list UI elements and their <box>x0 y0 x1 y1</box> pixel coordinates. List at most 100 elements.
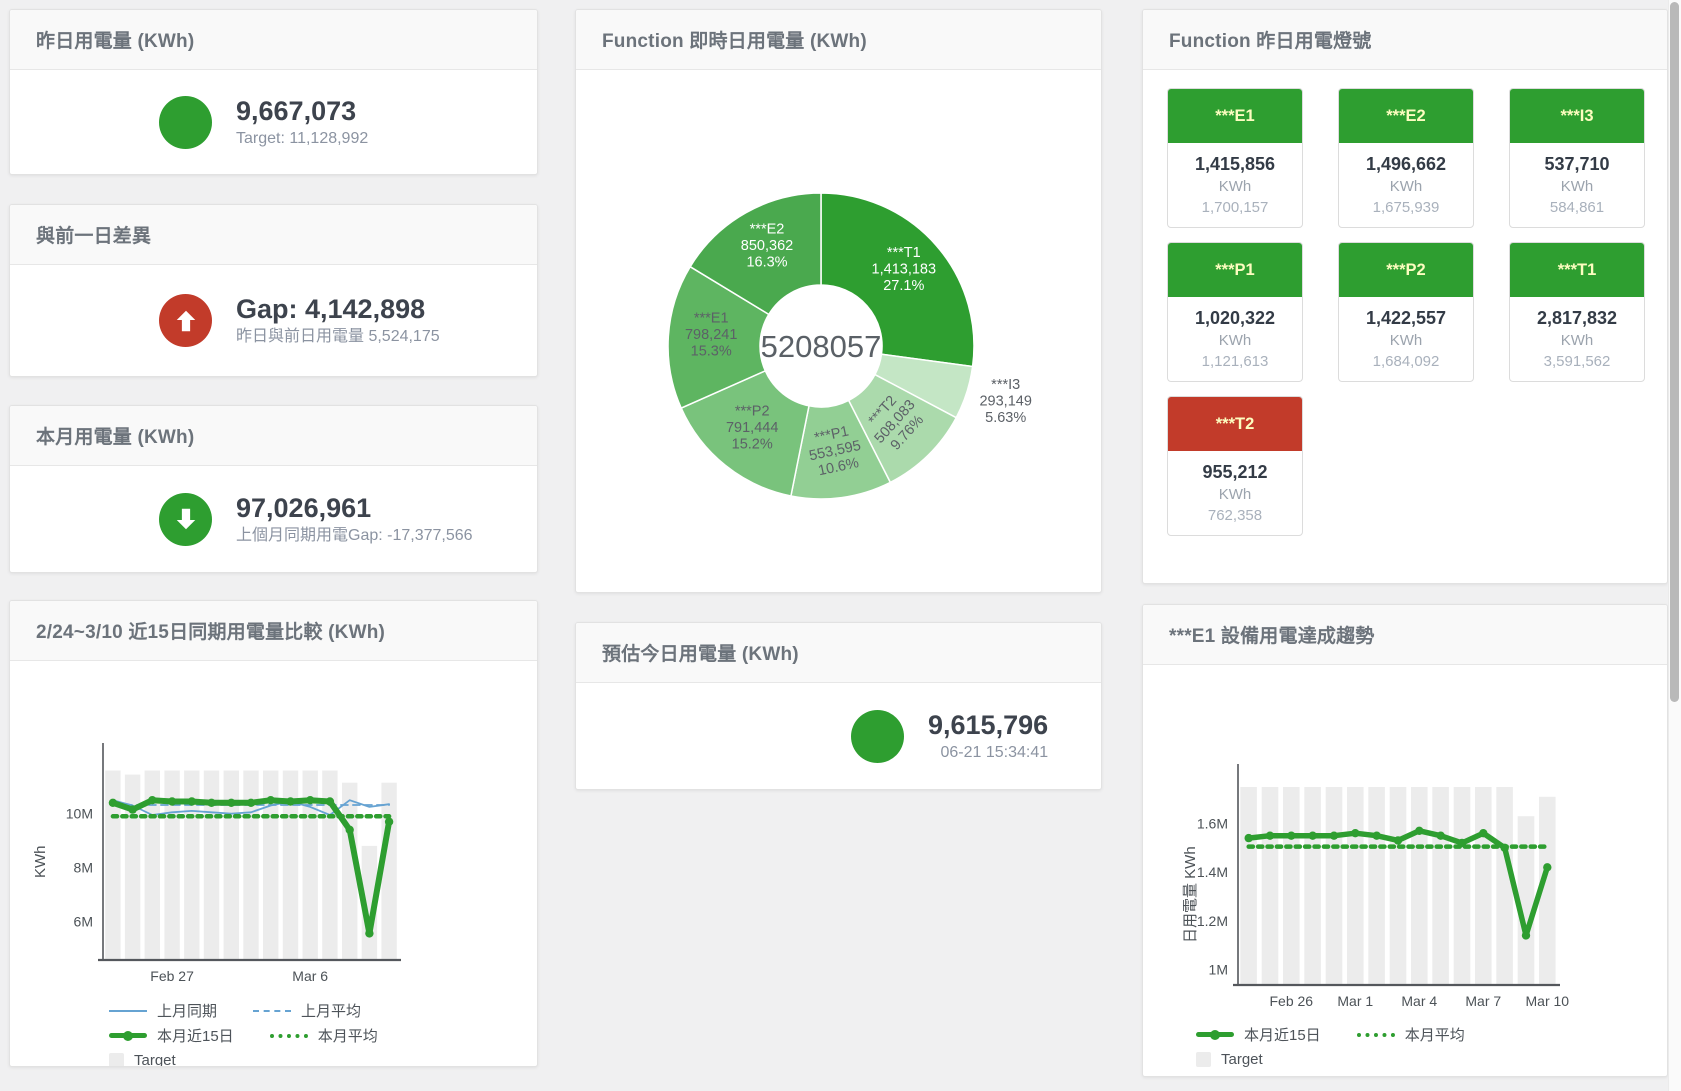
donut-segment-P2[interactable] <box>680 369 810 497</box>
scrollbar-track[interactable] <box>1668 0 1681 1091</box>
x-tick-label: Mar 1 <box>1337 993 1373 1009</box>
light-tile: ***E2 1,496,662 KWh 1,675,939 <box>1338 88 1474 228</box>
light-tile: ***T1 2,817,832 KWh 3,591,562 <box>1509 242 1645 382</box>
scrollbar-thumb[interactable] <box>1670 2 1679 702</box>
x-tick-label: Mar 10 <box>1526 993 1570 1009</box>
legend-item[interactable]: 上月同期 <box>109 1000 217 1021</box>
tile-status-header: ***E2 <box>1339 89 1473 143</box>
donut-segment-label: ***T1 1,413,183 27.1% <box>872 245 937 294</box>
target-bar <box>1475 787 1492 984</box>
light-tile: ***I3 537,710 KWh 584,861 <box>1509 88 1645 228</box>
tile-value: 1,496,662 <box>1365 154 1447 174</box>
panel-header: 昨日用電量 (KWh) <box>10 10 537 70</box>
arrow-down-icon <box>176 508 195 530</box>
series-marker <box>325 797 335 806</box>
panel-title[interactable]: 預估今日用電量 (KWh) <box>602 644 799 665</box>
tile-status-header: ***P1 <box>1168 243 1302 297</box>
legend-label: 本月近15日 <box>157 1028 234 1045</box>
panel-title[interactable]: Function 昨日用電燈號 <box>1169 31 1372 52</box>
legend-item[interactable]: Target <box>1196 1051 1263 1068</box>
light-tile: ***P1 1,020,322 KWh 1,121,613 <box>1167 242 1303 382</box>
legend-row: 本月近15日 本月平均 <box>109 1023 537 1048</box>
legend-label: 上月同期 <box>157 1003 218 1020</box>
panel-function-realtime-donut: Function 即時日用電量 (KWh) ***T1 1,413,183 27.1… <box>575 9 1102 593</box>
donut-segment-E1[interactable] <box>667 265 770 410</box>
stat-text: 9,667,073 Target: 11,128,992 <box>236 95 368 150</box>
stat-subtitle: 06-21 15:34:41 <box>940 743 1049 761</box>
series-marker <box>227 798 236 807</box>
target-bar <box>1283 787 1300 984</box>
panel-title[interactable]: 昨日用電量 (KWh) <box>36 31 195 52</box>
panel-month-usage: 本月用電量 (KWh) 97,026,961 上個月同期用電Gap: -17,3… <box>9 405 538 573</box>
legend-item[interactable]: 本月平均 <box>1356 1024 1465 1045</box>
panel-day-gap: 與前一日差異 Gap: 4,142,898 昨日與前日用電量 5,524,175 <box>9 204 538 377</box>
panel-estimate-today: 預估今日用電量 (KWh) 9,615,796 06-21 15:34:41 <box>575 622 1102 790</box>
light-tile: ***E1 1,415,856 KWh 1,700,157 <box>1167 88 1303 228</box>
stat-value: 9,615,796 <box>928 709 1049 740</box>
donut-segment-label: ***E2 850,362 16.3% <box>741 222 793 271</box>
legend-swatch-thick-green <box>1196 1032 1234 1037</box>
panel-title[interactable]: 2/24~3/10 近15日同期用電量比較 (KWh) <box>36 622 386 643</box>
arrow-up-icon <box>176 310 195 331</box>
panel-title[interactable]: 與前一日差異 <box>36 226 152 247</box>
legend-item[interactable]: 本月近15日 <box>1196 1024 1321 1045</box>
tile-target-value: 1,121,613 <box>1201 353 1269 370</box>
stat-text: Gap: 4,142,898 昨日與前日用電量 5,524,175 <box>236 293 440 348</box>
series-marker <box>1500 843 1509 852</box>
y-tick-label: 1.2M <box>1197 913 1228 929</box>
donut-segment-E2[interactable] <box>689 192 822 316</box>
target-bar <box>1347 787 1364 984</box>
legend-swatch-box-gray <box>1196 1052 1211 1067</box>
stat-subtitle: 上個月同期用電Gap: -17,377,566 <box>236 526 473 544</box>
panel-title[interactable]: 本月用電量 (KWh) <box>36 427 195 448</box>
tile-unit: KWh <box>1389 332 1423 349</box>
tile-unit: KWh <box>1560 178 1594 195</box>
trend-line-chart: 1M 1.2M 1.4M 1.6M Feb 26 Mar 1 Mar 4 Mar 7 Mar 1… <box>1197 764 1570 1009</box>
stat-text: 97,026,961 上個月同期用電Gap: -17,377,566 <box>236 492 473 547</box>
legend-item[interactable]: 上月平均 <box>253 1000 361 1021</box>
chart-legend: 上月同期 上月平均本月近15日 本月平均 Target <box>10 998 537 1067</box>
series-marker <box>207 798 216 807</box>
series-marker <box>306 796 315 805</box>
panel-function-status-lights: Function 昨日用電燈號 ***E1 1,415,856 KWh 1,700,1… <box>1142 9 1668 584</box>
target-bar <box>1453 787 1471 984</box>
series-marker <box>1393 836 1403 845</box>
legend-item[interactable]: Target <box>109 1052 176 1067</box>
y-tick-label: 6M <box>74 913 93 929</box>
target-bar <box>361 845 378 959</box>
target-bar <box>1389 787 1407 984</box>
x-tick-label: Mar 6 <box>292 968 328 984</box>
donut-chart: ***T1 1,413,183 27.1%***I3 293,149 5.63%***T… <box>667 192 1032 500</box>
donut-segment-T1[interactable] <box>820 192 975 368</box>
tile-target-value: 1,684,092 <box>1372 353 1440 370</box>
target-bar <box>1240 787 1257 984</box>
series-marker <box>1543 863 1552 872</box>
y-tick-label: 10M <box>66 806 93 822</box>
panel-header: ***E1 設備用電達成趨勢 <box>1143 605 1667 665</box>
target-bar <box>1496 787 1513 984</box>
target-bar <box>381 782 397 959</box>
series-marker <box>1244 833 1253 843</box>
legend-swatch-dot-green <box>1356 1032 1395 1037</box>
legend-label: Target <box>1221 1051 1263 1068</box>
panel-title[interactable]: Function 即時日用電量 (KWh) <box>602 31 867 52</box>
panel-body: KWh 6M 8M 10M Feb 27 Mar 6 上月同期 上月平均 本月近15日 本月平… <box>10 661 537 1067</box>
tile-unit: KWh <box>1389 178 1423 195</box>
panel-header: Function 即時日用電量 (KWh) <box>576 10 1101 70</box>
series-marker <box>1457 838 1467 848</box>
tile-status-header: ***T2 <box>1168 397 1302 451</box>
series-marker <box>1415 826 1424 835</box>
panel-header: 本月用電量 (KWh) <box>10 406 537 466</box>
series-marker <box>187 797 196 806</box>
arrow-down-circle-icon <box>159 492 212 546</box>
panel-title[interactable]: ***E1 設備用電達成趨勢 <box>1169 626 1375 647</box>
tile-target-value: 584,861 <box>1549 199 1605 216</box>
legend-item[interactable]: 本月平均 <box>269 1025 378 1046</box>
donut-segment-label: ***I3 293,149 5.63% <box>979 377 1031 426</box>
legend-item[interactable]: 本月近15日 <box>109 1025 234 1046</box>
tile-status-header: ***I3 <box>1510 89 1644 143</box>
y-axis-label: 日用電量 KWh <box>1182 846 1199 943</box>
legend-swatch-line-blue <box>109 1009 147 1012</box>
legend-label: Target <box>134 1052 176 1067</box>
panel-header: 與前一日差異 <box>10 205 537 265</box>
